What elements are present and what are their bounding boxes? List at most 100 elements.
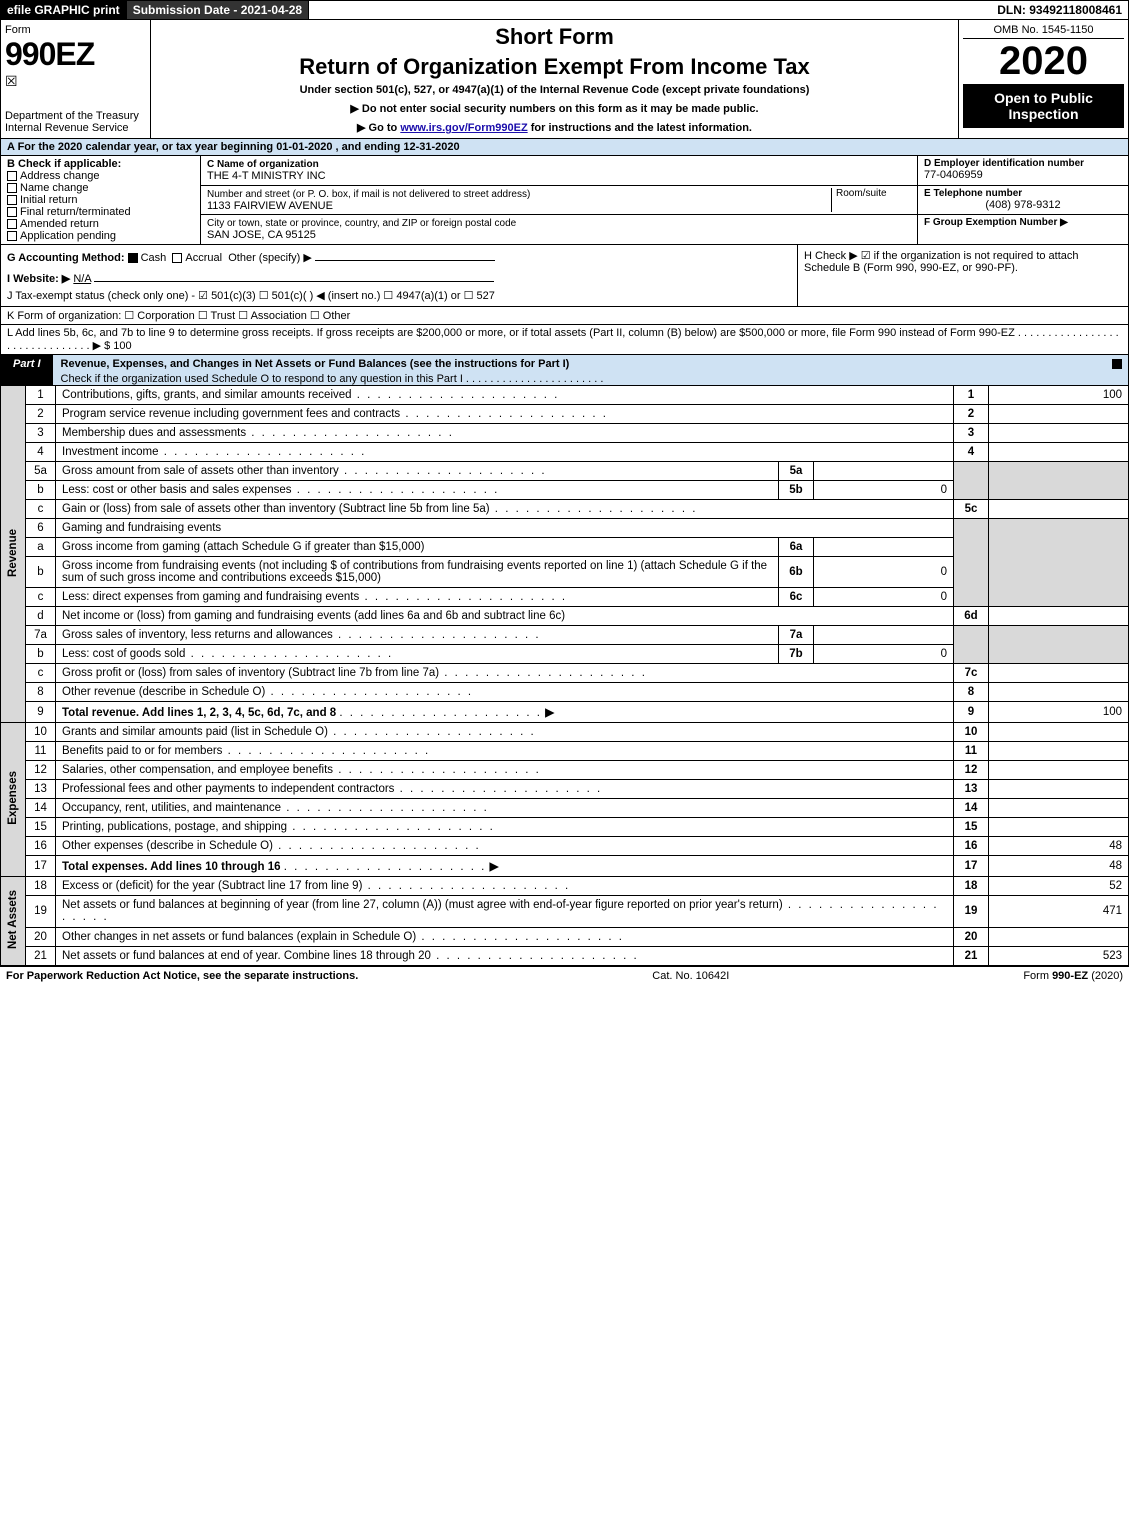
ln1-num: 1 (26, 386, 56, 405)
ln5a-num: 5a (26, 462, 56, 481)
ln14-amt (989, 799, 1129, 818)
dept-irs: Internal Revenue Service (5, 122, 146, 134)
ssn-note: ▶ Do not enter social security numbers o… (155, 102, 954, 115)
ln11-num: 11 (26, 742, 56, 761)
ln4-amt (989, 443, 1129, 462)
form-word: Form (5, 24, 146, 36)
goto-note: ▶ Go to www.irs.gov/Form990EZ for instru… (155, 121, 954, 134)
ln6a-iv (814, 538, 954, 557)
ln21-num: 21 (26, 946, 56, 965)
opt-final-return: Final return/terminated (20, 206, 131, 218)
goto-pre: ▶ Go to (357, 122, 400, 134)
ln7b-num: b (26, 645, 56, 664)
ln15-r: 15 (954, 818, 989, 837)
ln7a-text: Gross sales of inventory, less returns a… (62, 629, 541, 641)
ln6d-text: Net income or (loss) from gaming and fun… (56, 607, 954, 626)
ln18-amt: 52 (989, 877, 1129, 896)
ln13-text: Professional fees and other payments to … (62, 783, 602, 795)
opt-application-pending: Application pending (20, 230, 116, 242)
ln9-amt: 100 (989, 702, 1129, 723)
form-number: 990EZ (5, 36, 146, 73)
city-label: City or town, state or province, country… (207, 218, 516, 229)
org-name: THE 4-T MINISTRY INC (207, 170, 326, 182)
ln15-text: Printing, publications, postage, and shi… (62, 821, 495, 833)
ln6-text: Gaming and fundraising events (56, 519, 954, 538)
ln4-r: 4 (954, 443, 989, 462)
efile-print-button[interactable]: efile GRAPHIC print (1, 1, 127, 19)
ln3-amt (989, 424, 1129, 443)
row-l: L Add lines 5b, 6c, and 7b to line 9 to … (0, 325, 1129, 355)
ln9-arrow: ▶ (545, 707, 554, 719)
ln4-num: 4 (26, 443, 56, 462)
side-revenue: Revenue (7, 519, 19, 587)
tax-year: 2020 (963, 39, 1124, 84)
ln12-num: 12 (26, 761, 56, 780)
ln5a-in: 5a (779, 462, 814, 481)
chk-address-change[interactable] (7, 171, 17, 181)
ln6b-in: 6b (779, 557, 814, 588)
ln14-text: Occupancy, rent, utilities, and maintena… (62, 802, 489, 814)
side-expenses: Expenses (7, 761, 19, 835)
ln9-num: 9 (26, 702, 56, 723)
ln2-num: 2 (26, 405, 56, 424)
ln3-num: 3 (26, 424, 56, 443)
ln7b-text: Less: cost of goods sold (62, 648, 393, 660)
open-public-box: Open to Public Inspection (963, 84, 1124, 128)
ln7b-iv: 0 (814, 645, 954, 664)
city-value: SAN JOSE, CA 95125 (207, 229, 316, 241)
ln14-r: 14 (954, 799, 989, 818)
short-form-title: Short Form (155, 24, 954, 50)
ln14-num: 14 (26, 799, 56, 818)
chk-accrual[interactable] (172, 253, 182, 263)
ln11-r: 11 (954, 742, 989, 761)
ln5a-text: Gross amount from sale of assets other t… (62, 465, 547, 477)
omb-number: OMB No. 1545-1150 (963, 24, 1124, 39)
ln6a-text: Gross income from gaming (attach Schedul… (56, 538, 779, 557)
chk-final-return[interactable] (7, 207, 17, 217)
ln6c-in: 6c (779, 588, 814, 607)
ln7b-in: 7b (779, 645, 814, 664)
ln7c-num: c (26, 664, 56, 683)
ln6d-r: 6d (954, 607, 989, 626)
chk-initial-return[interactable] (7, 195, 17, 205)
ln7c-text: Gross profit or (loss) from sales of inv… (62, 667, 647, 679)
irs-link[interactable]: www.irs.gov/Form990EZ (400, 122, 527, 134)
g-other-input[interactable] (315, 249, 495, 261)
ln10-amt (989, 723, 1129, 742)
ln16-text: Other expenses (describe in Schedule O) (62, 840, 481, 852)
footer-right: Form 990-EZ (2020) (1023, 970, 1123, 982)
ln17-amt: 48 (989, 856, 1129, 877)
c-label: C Name of organization (207, 159, 319, 170)
ln20-text: Other changes in net assets or fund bala… (62, 931, 624, 943)
chk-cash[interactable] (128, 253, 138, 263)
ln6d-num: d (26, 607, 56, 626)
top-bar: efile GRAPHIC print Submission Date - 20… (0, 0, 1129, 20)
ln17-arrow: ▶ (490, 861, 499, 873)
ln7c-r: 7c (954, 664, 989, 683)
ln6c-iv: 0 (814, 588, 954, 607)
opt-amended-return: Amended return (20, 218, 99, 230)
goto-post: for instructions and the latest informat… (528, 122, 752, 134)
ln6c-num: c (26, 588, 56, 607)
website-value: N/A (73, 273, 91, 285)
submission-date-button[interactable]: Submission Date - 2021-04-28 (127, 1, 309, 19)
chk-name-change[interactable] (7, 183, 17, 193)
chk-amended-return[interactable] (7, 219, 17, 229)
ln6c-text: Less: direct expenses from gaming and fu… (62, 591, 567, 603)
ln20-amt (989, 927, 1129, 946)
addr-label: Number and street (or P. O. box, if mail… (207, 189, 530, 200)
ln5c-amt (989, 500, 1129, 519)
ln17-num: 17 (26, 856, 56, 877)
page-footer: For Paperwork Reduction Act Notice, see … (0, 966, 1129, 985)
form-header: Form 990EZ ☒ Department of the Treasury … (0, 20, 1129, 139)
ln11-text: Benefits paid to or for members (62, 745, 430, 757)
side-netassets: Net Assets (7, 880, 19, 959)
topbar-spacer (309, 1, 991, 19)
e-label: E Telephone number (924, 188, 1122, 199)
part1-checkbox[interactable] (1112, 359, 1122, 369)
ln2-amt (989, 405, 1129, 424)
ln2-text: Program service revenue including govern… (62, 408, 608, 420)
ln3-text: Membership dues and assessments (62, 427, 454, 439)
f-label: F Group Exemption Number ▶ (924, 217, 1122, 228)
chk-application-pending[interactable] (7, 231, 17, 241)
